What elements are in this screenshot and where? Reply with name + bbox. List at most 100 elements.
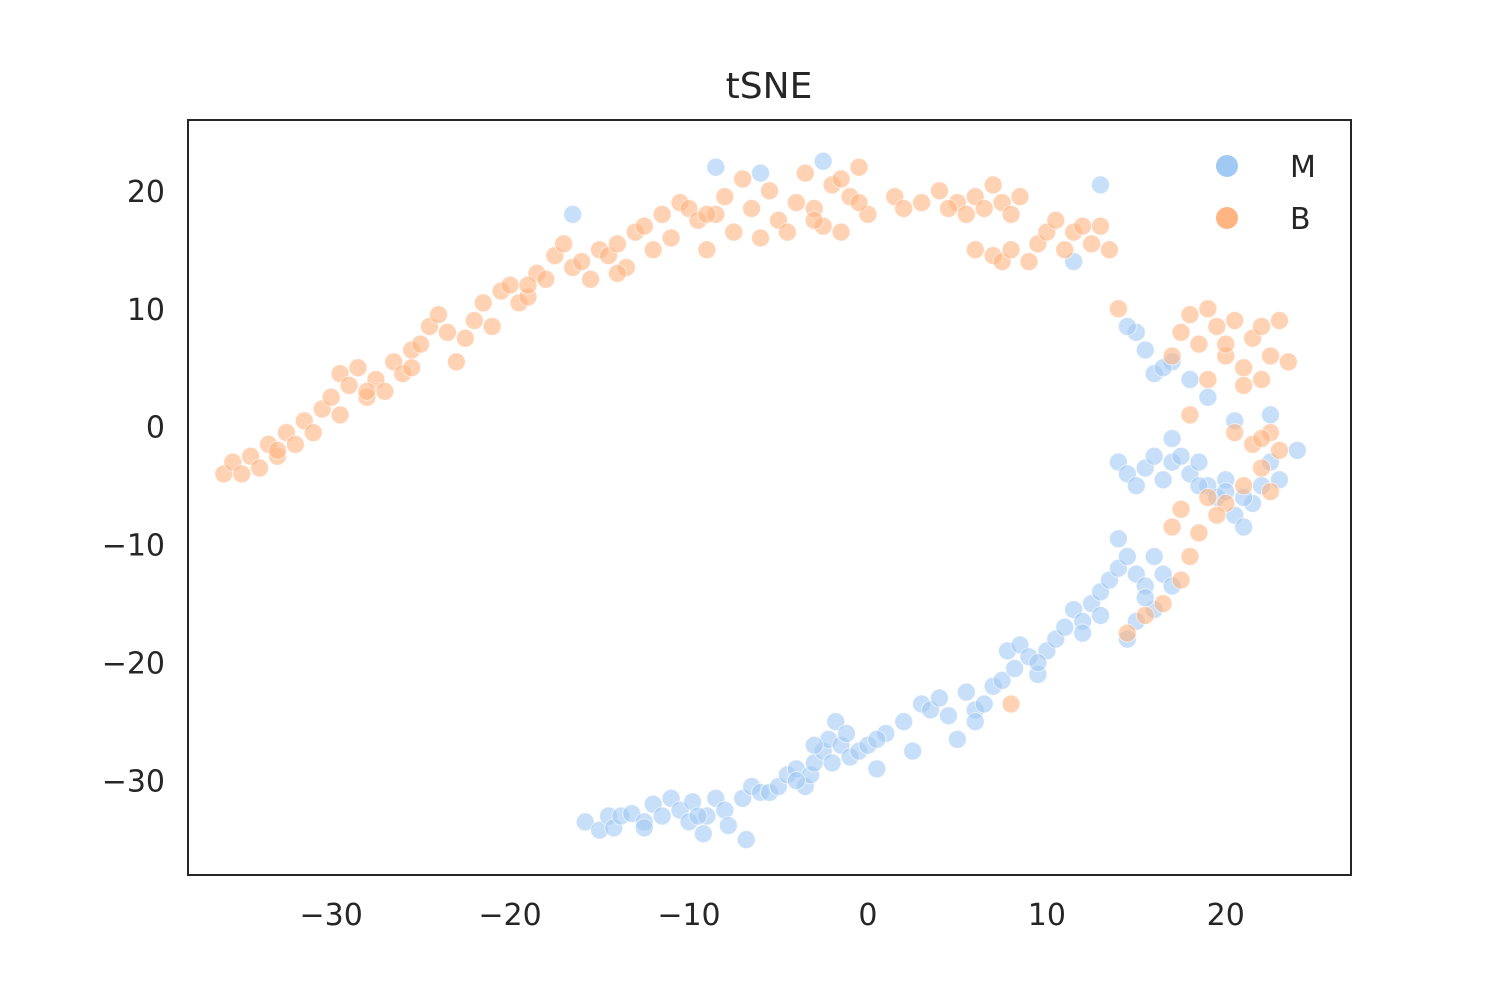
point-M-101 [1180,370,1200,390]
point-B-143 [804,210,824,230]
point-M-81 [1144,446,1164,466]
point-B-149 [1252,429,1272,449]
point-B-138 [267,440,287,460]
point-B-111 [1252,316,1272,336]
point-M-108 [1091,175,1111,195]
point-B-148 [1198,488,1218,507]
point-B-64 [777,222,797,242]
point-B-55 [697,240,717,260]
point-M-40 [894,712,914,732]
point-B-119 [1225,423,1245,443]
x-tick-label: 20 [1207,898,1245,933]
point-B-94 [1055,240,1075,260]
point-B-104 [1189,334,1209,354]
point-B-72 [849,157,869,177]
point-B-50 [652,204,672,224]
point-B-133 [1153,594,1173,614]
point-M-38 [867,759,887,779]
point-B-145 [849,193,869,213]
y-tick-label: 10 [127,293,165,328]
point-M-45 [938,706,958,726]
point-B-29 [464,311,484,331]
point-B-125 [1234,476,1254,496]
point-B-127 [1207,505,1227,525]
point-B-122 [1269,440,1289,460]
point-M-92 [1234,517,1254,537]
point-B-89 [1001,240,1021,260]
point-M-49 [974,694,994,714]
point-B-113 [1269,311,1289,331]
point-M-120 [1073,623,1093,643]
point-B-130 [1162,517,1182,537]
point-B-106 [1207,316,1227,336]
point-B-75 [894,198,914,218]
point-B-146 [938,198,958,218]
legend-label-B: B [1290,202,1311,237]
point-B-141 [607,263,627,283]
point-M-47 [956,682,976,702]
point-B-70 [831,222,851,242]
point-M-97 [1260,405,1280,425]
points-layer [214,151,1307,850]
point-B-85 [1010,187,1030,207]
y-axis-ticks: 20 10 0 −10 −20 −30 [102,175,165,800]
point-B-131 [1180,546,1200,566]
point-B-27 [446,352,466,372]
point-B-60 [742,198,762,218]
point-M-100 [1198,387,1218,407]
point-B-147 [1216,334,1236,354]
point-M-119 [1028,653,1048,673]
x-tick-label: 0 [858,898,877,933]
point-B-137 [357,381,377,401]
point-B-116 [1234,375,1254,395]
point-B-37 [536,269,556,289]
point-B-31 [482,316,502,336]
point-M-17 [718,815,738,835]
point-M-66 [1117,546,1137,566]
point-M-41 [903,741,923,761]
point-B-28 [455,328,475,348]
point-B-142 [697,204,717,224]
point-M-112 [751,163,771,183]
point-B-41 [572,252,592,272]
point-B-57 [715,187,735,207]
point-B-16 [348,358,368,378]
point-M-115 [634,818,654,838]
point-B-101 [1162,346,1182,366]
point-B-51 [661,228,681,248]
point-B-84 [1001,204,1021,224]
point-M-87 [1189,452,1209,472]
point-M-13 [693,824,713,844]
point-M-76 [1135,588,1155,608]
point-B-100 [1108,299,1128,319]
point-M-113 [563,204,583,224]
point-B-103 [1180,305,1200,325]
point-B-26 [437,322,457,342]
point-B-98 [1091,216,1111,236]
point-B-48 [634,216,654,236]
point-B-109 [1234,358,1254,378]
point-B-139 [402,358,422,378]
point-M-116 [786,771,806,791]
point-M-86 [1162,429,1182,449]
point-B-76 [912,193,932,213]
point-M-118 [965,712,985,732]
point-B-132 [1171,570,1191,590]
point-M-114 [688,806,708,826]
point-M-8 [652,806,672,826]
point-B-61 [751,228,771,248]
point-M-111 [706,157,726,177]
point-M-117 [867,729,887,749]
point-B-39 [554,234,574,254]
point-B-65 [786,193,806,213]
point-B-99 [1099,240,1119,260]
point-B-13 [330,405,350,425]
point-M-19 [736,830,756,850]
point-B-30 [473,293,493,313]
point-B-105 [1198,299,1218,319]
point-B-114 [1278,352,1298,372]
point-B-97 [1082,234,1102,254]
point-B-66 [795,163,815,183]
x-tick-label: 10 [1028,898,1066,933]
point-B-102 [1171,322,1191,342]
